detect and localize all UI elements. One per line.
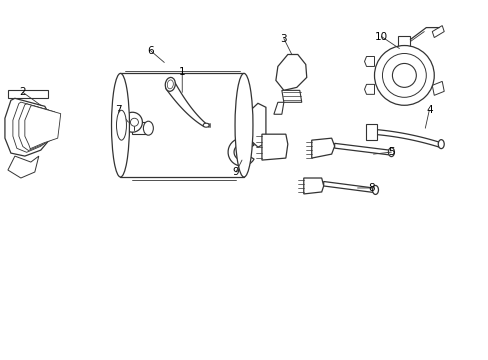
Ellipse shape	[372, 185, 378, 194]
Polygon shape	[120, 73, 244, 177]
Polygon shape	[243, 103, 265, 147]
Polygon shape	[364, 84, 374, 94]
Text: 1: 1	[179, 67, 185, 77]
Polygon shape	[13, 102, 54, 152]
Polygon shape	[311, 138, 334, 158]
Text: 7: 7	[115, 105, 122, 115]
Circle shape	[392, 63, 415, 87]
Ellipse shape	[203, 123, 209, 127]
Ellipse shape	[116, 110, 126, 140]
Text: 8: 8	[367, 183, 374, 193]
Ellipse shape	[165, 77, 175, 91]
Polygon shape	[108, 71, 120, 179]
Polygon shape	[273, 102, 283, 114]
Polygon shape	[431, 81, 443, 95]
Ellipse shape	[167, 80, 173, 89]
Polygon shape	[19, 104, 57, 150]
Polygon shape	[323, 181, 373, 193]
Polygon shape	[228, 138, 254, 166]
Text: 4: 4	[425, 105, 432, 115]
Text: 9: 9	[232, 167, 239, 177]
Circle shape	[374, 45, 433, 105]
Ellipse shape	[130, 118, 138, 126]
Ellipse shape	[143, 121, 153, 135]
Polygon shape	[262, 134, 287, 160]
Polygon shape	[8, 156, 39, 178]
Polygon shape	[365, 124, 377, 140]
Ellipse shape	[437, 140, 443, 149]
Polygon shape	[371, 129, 438, 147]
Text: 2: 2	[20, 87, 26, 97]
Polygon shape	[303, 178, 323, 194]
Text: 3: 3	[280, 33, 286, 44]
Polygon shape	[275, 54, 306, 90]
Ellipse shape	[111, 73, 129, 177]
Circle shape	[382, 54, 426, 97]
Text: 6: 6	[147, 45, 153, 55]
Ellipse shape	[387, 148, 394, 157]
Polygon shape	[281, 90, 301, 102]
Ellipse shape	[122, 112, 142, 132]
Polygon shape	[364, 57, 374, 67]
Polygon shape	[165, 82, 206, 127]
Polygon shape	[431, 26, 443, 37]
Text: 10: 10	[374, 32, 387, 41]
Polygon shape	[8, 90, 48, 98]
Polygon shape	[334, 143, 388, 155]
Polygon shape	[25, 106, 61, 149]
Text: 5: 5	[387, 147, 394, 157]
Polygon shape	[398, 36, 409, 45]
Polygon shape	[132, 122, 148, 134]
Ellipse shape	[235, 73, 252, 177]
Polygon shape	[5, 98, 53, 156]
